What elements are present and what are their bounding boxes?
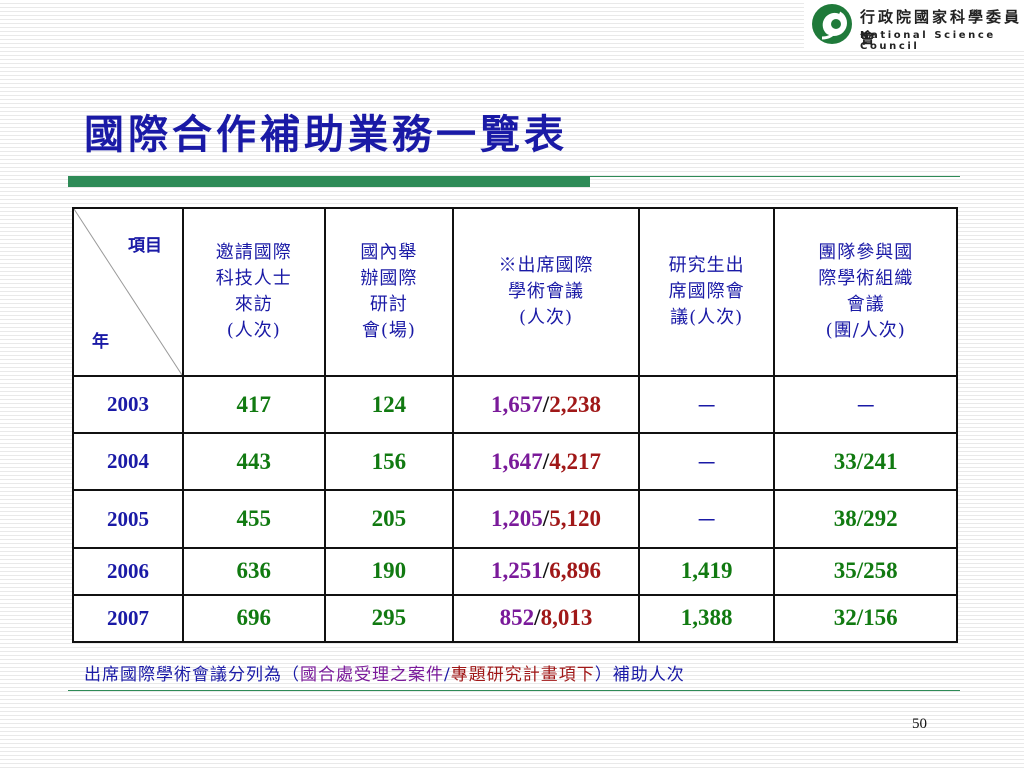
grad-cell: 1,388 (637, 593, 776, 644)
team-cell: 32/156 (773, 593, 958, 644)
conferences-cell: 124 (323, 374, 455, 435)
team-cell: 33/241 (773, 432, 958, 492)
header-team-organization-meetings: 團隊參與國 際學術組織 會議 (團/人次) (773, 207, 958, 377)
footnote: 出席國際學術會議分列為（國合處受理之案件/專題研究計畫項下）補助人次 (84, 660, 685, 685)
corner-year-label: 年 (92, 332, 109, 352)
title-underline-rule (590, 176, 960, 177)
attendance-cell: 1,657/2,238 (452, 374, 640, 435)
team-cell: 35/258 (773, 546, 958, 596)
table-row-2003: 2003 417 124 1,657/2,238 － － (72, 374, 958, 435)
header-domestic-conferences: 國內舉 辦國際 研討 會(場) (323, 207, 455, 377)
conferences-cell: 190 (323, 546, 455, 596)
footnote-part-b: 專題研究計畫項下 (450, 665, 595, 685)
attendance-cell: 852/8,013 (452, 593, 640, 644)
attendance-cell: 1,251/6,896 (452, 546, 640, 596)
year-cell: 2005 (72, 489, 184, 549)
visitors-cell: 636 (182, 546, 326, 596)
visitors-cell: 417 (182, 374, 326, 435)
header-foreign-visitors: 邀請國際 科技人士 來訪 (人次) (182, 207, 326, 377)
year-cell: 2003 (72, 374, 184, 435)
grad-cell: － (637, 432, 776, 492)
year-cell: 2006 (72, 546, 184, 596)
cooperation-summary-table: 項目 年 邀請國際 科技人士 來訪 (人次) 國內舉 辦國際 研討 會(場) ※… (72, 207, 958, 644)
grad-cell: 1,419 (637, 546, 776, 596)
table-row-2006: 2006 636 190 1,251/6,896 1,419 35/258 (72, 546, 958, 596)
header-row: 項目 年 邀請國際 科技人士 來訪 (人次) 國內舉 辦國際 研討 會(場) ※… (72, 207, 958, 377)
grad-cell: － (637, 489, 776, 549)
header-international-conference-attendance: ※出席國際 學術會議 (人次) (452, 207, 640, 377)
table-row-2005: 2005 455 205 1,205/5,120 － 38/292 (72, 489, 958, 549)
nsc-logo-icon (812, 4, 852, 44)
conferences-cell: 295 (323, 593, 455, 644)
team-cell: 38/292 (773, 489, 958, 549)
corner-diagonal (74, 209, 182, 375)
footnote-prefix: 出席國際學術會議分列為（ (84, 665, 300, 685)
page-title: 國際合作補助業務一覽表 (84, 111, 568, 158)
footnote-separator: / (444, 665, 451, 685)
team-cell: － (773, 374, 958, 435)
logo-org-name-en: National Science Council (860, 30, 996, 52)
page-number: 50 (912, 716, 927, 732)
visitors-cell: 455 (182, 489, 326, 549)
title-underline-bar (68, 176, 590, 187)
footnote-rule (68, 690, 960, 691)
year-cell: 2007 (72, 593, 184, 644)
table-row-2004: 2004 443 156 1,647/4,217 － 33/241 (72, 432, 958, 492)
conferences-cell: 156 (323, 432, 455, 492)
footnote-suffix: ）補助人次 (594, 665, 685, 685)
logo-org-name-zh: 行政院國家科學委員會 (860, 8, 1023, 47)
footnote-part-a: 國合處受理之案件 (300, 665, 444, 685)
visitors-cell: 696 (182, 593, 326, 644)
conferences-cell: 205 (323, 489, 455, 549)
logo-area: 行政院國家科學委員會 National Science Council (804, 0, 1024, 52)
attendance-cell: 1,647/4,217 (452, 432, 640, 492)
corner-item-label: 項目 (128, 236, 162, 256)
table-row-2007: 2007 696 295 852/8,013 1,388 32/156 (72, 593, 958, 644)
corner-header-cell: 項目 年 (72, 207, 184, 377)
grad-cell: － (637, 374, 776, 435)
year-cell: 2004 (72, 432, 184, 492)
attendance-cell: 1,205/5,120 (452, 489, 640, 549)
visitors-cell: 443 (182, 432, 326, 492)
header-graduate-student-attendance: 研究生出 席國際會 議(人次) (637, 207, 776, 377)
